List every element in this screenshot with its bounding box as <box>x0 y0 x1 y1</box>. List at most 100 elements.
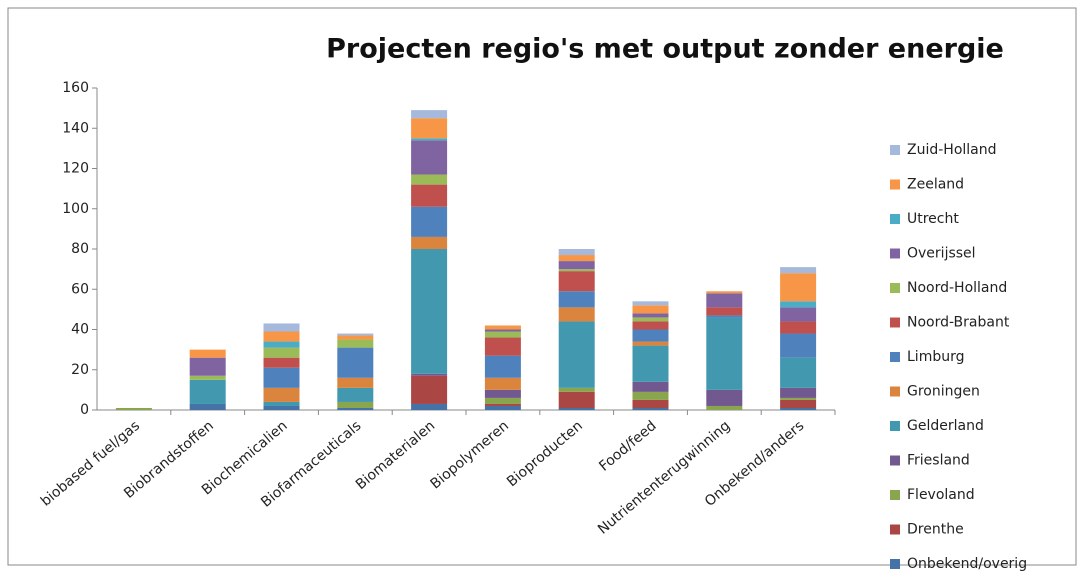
bar-segment <box>411 373 448 376</box>
bar-segment <box>780 399 817 408</box>
legend-label: Flevoland <box>907 487 975 503</box>
bar-segment <box>484 331 521 338</box>
bar-segment <box>558 391 595 408</box>
bar-segment <box>632 305 669 314</box>
legend-swatch <box>890 455 900 466</box>
bar-segment <box>780 307 817 322</box>
bar-segment <box>632 391 669 400</box>
bar-segment <box>780 333 817 358</box>
bar-segment <box>411 249 448 374</box>
legend-label: Noord-Brabant <box>907 315 1010 331</box>
legend-label: Friesland <box>907 453 970 469</box>
legend-label: Gelderland <box>907 418 984 434</box>
bar-segment <box>484 377 521 390</box>
bar-segment <box>632 317 669 322</box>
y-tick-label: 40 <box>71 322 89 338</box>
legend-label: Utrecht <box>907 211 959 227</box>
bar-segment <box>780 387 817 398</box>
legend-swatch <box>890 145 900 155</box>
bar-segment <box>706 307 743 316</box>
bar-segment <box>411 118 448 139</box>
bar-segment <box>411 236 448 249</box>
bar-segment <box>780 321 817 334</box>
bar-segment <box>263 401 300 406</box>
legend-swatch <box>890 317 900 328</box>
bar-segment <box>411 184 448 207</box>
bar-segment <box>411 138 448 141</box>
bar-segment <box>706 389 743 406</box>
bar-segment <box>337 333 374 336</box>
bar-segment <box>706 293 743 308</box>
bar-segment <box>706 317 743 390</box>
bar-segment <box>263 347 300 358</box>
bar-segment <box>411 403 448 410</box>
bar-segment <box>411 174 448 185</box>
bar-segment <box>337 347 374 378</box>
bar-segment <box>632 313 669 318</box>
bar-segment <box>411 140 448 175</box>
y-tick-label: 100 <box>62 201 89 217</box>
bar-segment <box>706 291 743 294</box>
bar-segment <box>632 329 669 342</box>
bar-segment <box>189 379 226 404</box>
bar-segment <box>263 405 300 410</box>
y-tick-label: 120 <box>62 161 89 177</box>
bar-segment <box>189 403 226 410</box>
legend-swatch <box>890 248 900 259</box>
bar-segment <box>189 375 226 380</box>
bar-segment <box>558 255 595 262</box>
bar-segment <box>632 345 669 382</box>
legend-swatch <box>890 386 900 397</box>
bar-segment <box>263 323 300 332</box>
bar-segment <box>484 405 521 410</box>
bar-segment <box>484 389 521 398</box>
legend-swatch <box>890 214 900 224</box>
bar-segment <box>337 339 374 348</box>
y-tick-label: 80 <box>71 241 89 257</box>
legend-label: Zeeland <box>907 177 964 193</box>
chart-title: Projecten regio's met output zonder ener… <box>326 34 1004 65</box>
legend-swatch <box>890 179 900 190</box>
bar-segment <box>558 407 595 410</box>
bar-segment <box>780 357 817 388</box>
y-tick-label: 0 <box>80 402 89 418</box>
bar-segment <box>484 325 521 330</box>
bar-segment <box>632 341 669 346</box>
y-tick-label: 60 <box>71 281 89 297</box>
y-tick-label: 160 <box>62 80 89 96</box>
bar-segment <box>337 387 374 402</box>
bar-segment <box>780 273 817 302</box>
bar-segment <box>558 249 595 256</box>
bar-segment <box>263 357 300 368</box>
bar-segment <box>558 307 595 322</box>
bar-segment <box>263 331 300 342</box>
bar-segment <box>558 387 595 392</box>
bar-segment <box>484 337 521 356</box>
legend-label: Groningen <box>907 384 980 400</box>
y-tick-label: 20 <box>71 362 89 378</box>
bar-segment <box>632 301 669 306</box>
bar-segment <box>263 367 300 388</box>
bar-segment <box>484 329 521 332</box>
legend-label: Drenthe <box>907 522 964 538</box>
bar-segment <box>632 321 669 330</box>
bar-segment <box>484 397 521 404</box>
bar-segment <box>189 349 226 358</box>
bar-segment <box>411 206 448 237</box>
bar-segment <box>632 407 669 410</box>
bar-segment <box>263 341 300 348</box>
bar-segment <box>337 377 374 388</box>
bar-segment <box>780 407 817 410</box>
bar-segment <box>632 381 669 392</box>
legend-swatch <box>890 559 900 569</box>
bar-segment <box>558 269 595 272</box>
bar-segment <box>558 321 595 388</box>
bar-segment <box>484 355 521 378</box>
bar-segment <box>632 399 669 408</box>
legend-swatch <box>890 283 900 293</box>
legend-swatch <box>890 490 900 500</box>
bar-segment <box>780 397 817 400</box>
bar-segment <box>558 261 595 270</box>
bar-segment <box>706 315 743 318</box>
